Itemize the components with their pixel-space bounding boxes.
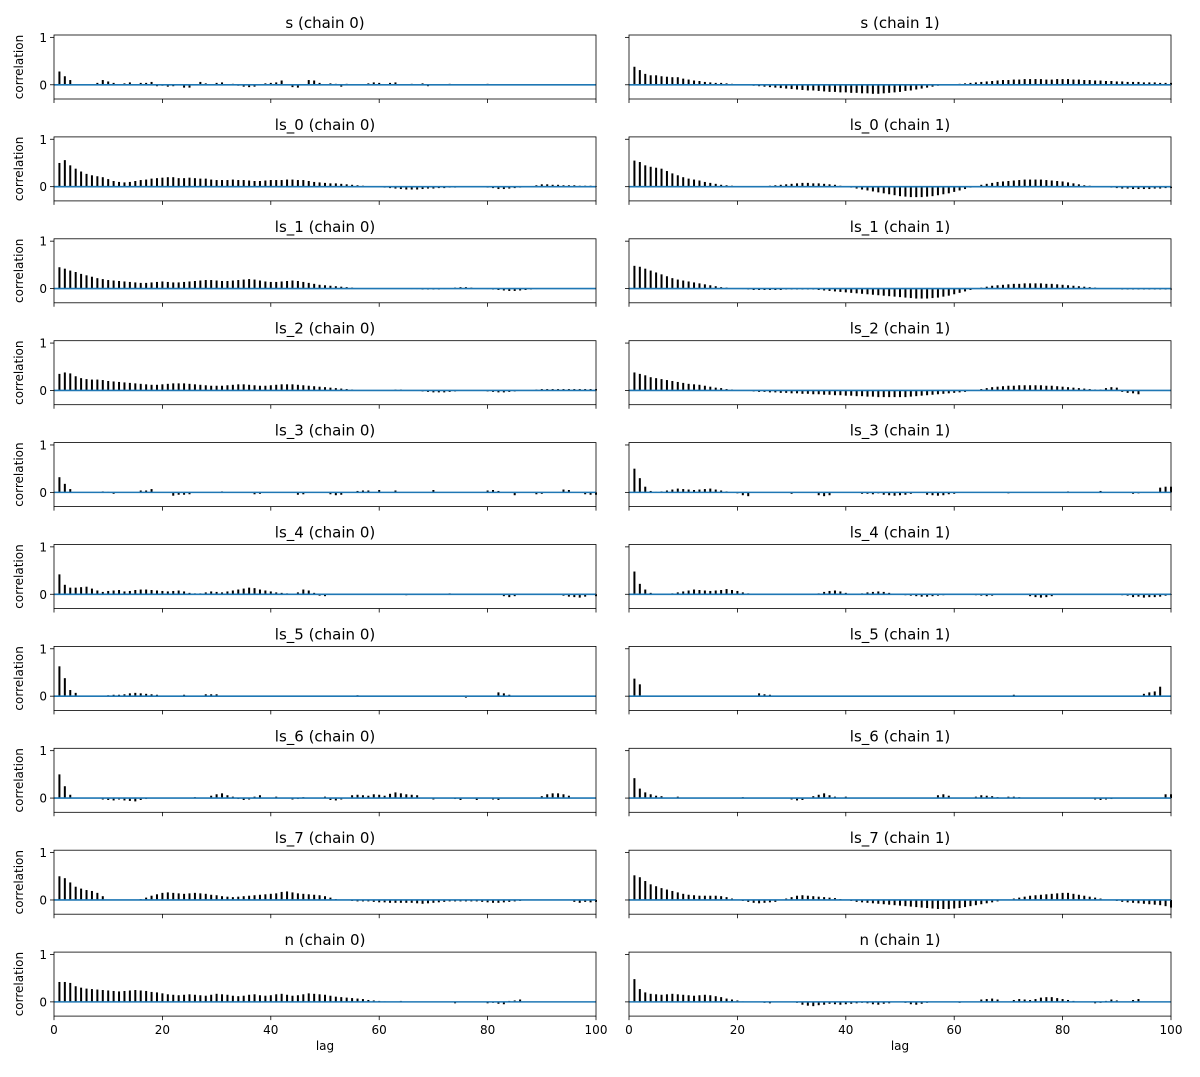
x-tick-label: 80 xyxy=(1055,1023,1070,1037)
y-axis-label: correlation xyxy=(12,35,26,99)
panel-frame xyxy=(628,442,1172,508)
panel-title: ls_4 (chain 0) xyxy=(275,524,375,543)
y-axis-label: correlation xyxy=(12,748,26,812)
x-tick-label: 100 xyxy=(1160,1023,1183,1037)
panel-title: ls_2 (chain 0) xyxy=(275,320,375,339)
y-tick-label: 0 xyxy=(39,690,47,704)
x-tick-label: 60 xyxy=(947,1023,962,1037)
y-tick-label: 0 xyxy=(39,282,47,296)
y-tick-label: 1 xyxy=(39,948,47,962)
y-tick-label: 1 xyxy=(39,744,47,758)
panel-frame xyxy=(53,136,597,202)
panel-title: ls_7 (chain 1) xyxy=(850,829,950,848)
x-axis-label: lag xyxy=(891,1039,909,1053)
panel-frame xyxy=(628,34,1172,100)
x-tick-label: 0 xyxy=(50,1023,58,1037)
panel-title: n (chain 1) xyxy=(860,931,941,949)
panel-frame xyxy=(628,136,1172,202)
panel-frame xyxy=(53,951,597,1017)
panel-frame xyxy=(53,34,597,100)
y-axis-label: correlation xyxy=(12,137,26,201)
x-tick-label: 20 xyxy=(730,1023,745,1037)
panel-frame xyxy=(53,238,597,304)
panel-title: ls_5 (chain 0) xyxy=(275,625,375,644)
x-tick-label: 100 xyxy=(585,1023,608,1037)
panel-title: ls_1 (chain 1) xyxy=(850,218,950,237)
y-axis-label: correlation xyxy=(12,646,26,710)
y-tick-label: 1 xyxy=(39,438,47,452)
panel-frame xyxy=(628,747,1172,813)
y-tick-label: 0 xyxy=(39,792,47,806)
y-axis-label: correlation xyxy=(12,239,26,303)
panel-title: ls_0 (chain 0) xyxy=(275,116,375,135)
y-axis-label: correlation xyxy=(12,850,26,914)
panel-title: ls_4 (chain 1) xyxy=(850,524,950,543)
panel-frame xyxy=(53,544,597,609)
panel-frame xyxy=(628,646,1172,711)
y-axis-label: correlation xyxy=(12,952,26,1016)
x-tick-label: 20 xyxy=(155,1023,170,1037)
panel-frame xyxy=(628,951,1172,1017)
y-tick-label: 0 xyxy=(39,384,47,398)
y-tick-label: 0 xyxy=(39,78,47,92)
y-tick-label: 0 xyxy=(39,995,47,1009)
y-tick-label: 0 xyxy=(39,588,47,602)
y-axis-label: correlation xyxy=(12,341,26,405)
y-tick-label: 1 xyxy=(39,31,47,45)
panel-frame xyxy=(53,646,597,711)
panel-frame xyxy=(53,747,597,813)
x-tick-label: 0 xyxy=(625,1023,633,1037)
panel-frame xyxy=(628,238,1172,304)
panel-frame xyxy=(628,849,1172,915)
panel-title: n (chain 0) xyxy=(285,931,366,949)
panel-title: s (chain 1) xyxy=(860,14,939,32)
panel-title: ls_6 (chain 0) xyxy=(275,727,375,746)
x-tick-label: 60 xyxy=(372,1023,387,1037)
panel-title: s (chain 0) xyxy=(285,14,364,32)
y-tick-label: 1 xyxy=(39,337,47,351)
x-tick-label: 40 xyxy=(263,1023,278,1037)
x-tick-label: 40 xyxy=(838,1023,853,1037)
y-axis-label: correlation xyxy=(12,442,26,506)
panel-title: ls_0 (chain 1) xyxy=(850,116,950,135)
panel-frame xyxy=(53,442,597,508)
panel-title: ls_5 (chain 1) xyxy=(850,625,950,644)
y-tick-label: 1 xyxy=(39,540,47,554)
panel-frame xyxy=(628,544,1172,609)
panel-title: ls_7 (chain 0) xyxy=(275,829,375,848)
panel-title: ls_2 (chain 1) xyxy=(850,320,950,339)
panel-frame xyxy=(53,340,597,406)
y-tick-label: 0 xyxy=(39,893,47,907)
y-tick-label: 1 xyxy=(39,846,47,860)
y-tick-label: 1 xyxy=(39,133,47,147)
y-tick-label: 1 xyxy=(39,642,47,656)
panel-title: ls_3 (chain 0) xyxy=(275,422,375,441)
x-axis-label: lag xyxy=(316,1039,334,1053)
panel-title: ls_1 (chain 0) xyxy=(275,218,375,237)
panel-title: ls_3 (chain 1) xyxy=(850,422,950,441)
panel-title: ls_6 (chain 1) xyxy=(850,727,950,746)
panel-frame xyxy=(628,340,1172,406)
y-tick-label: 1 xyxy=(39,235,47,249)
y-tick-label: 0 xyxy=(39,486,47,500)
y-axis-label: correlation xyxy=(12,544,26,608)
y-tick-label: 0 xyxy=(39,180,47,194)
x-tick-label: 80 xyxy=(480,1023,495,1037)
panel-frame xyxy=(53,849,597,915)
